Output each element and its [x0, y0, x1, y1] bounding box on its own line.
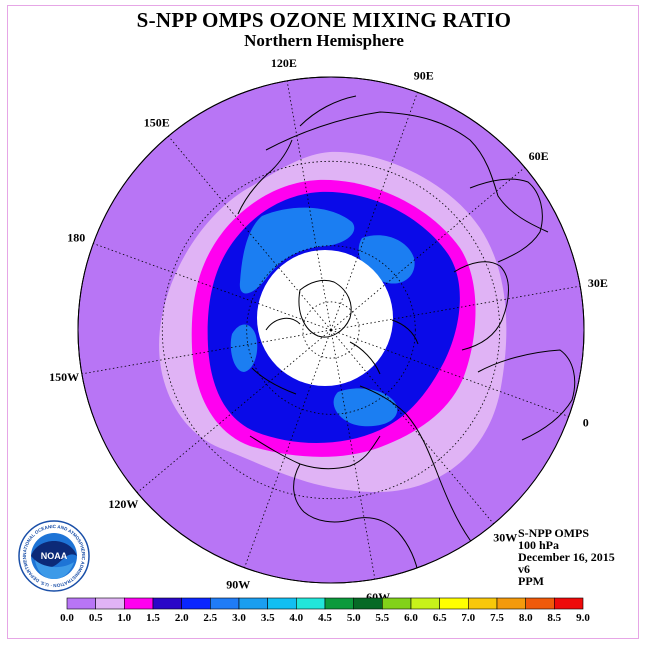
info-version: v6 — [518, 562, 530, 576]
info-pressure-level: 100 hPa — [518, 538, 560, 552]
legend-tick-label: 7.0 — [461, 612, 475, 624]
legend-tick-label: 4.5 — [318, 612, 332, 624]
latitude-circle — [246, 245, 416, 415]
noaa-logo-text: NOAA — [41, 551, 68, 561]
legend-swatch — [295, 597, 326, 610]
legend-swatch — [553, 597, 584, 610]
graticule — [81, 80, 581, 580]
legend-tick-label: 0.5 — [89, 612, 103, 624]
legend-tick-label: 7.5 — [490, 612, 504, 624]
legend-tick-label: 5.5 — [375, 612, 389, 624]
legend-swatch — [496, 597, 527, 610]
legend-tick-label: 3.0 — [232, 612, 246, 624]
legend-swatch — [238, 597, 269, 610]
legend-swatch — [181, 597, 211, 610]
longitude-label: 30W — [493, 531, 517, 545]
longitude-label: 180 — [67, 230, 85, 244]
legend-swatch — [324, 597, 355, 610]
legend-tick-label: 0.0 — [60, 612, 74, 624]
noaa-logo: NATIONAL OCEANIC AND ATMOSPHERIC ADMINIS… — [18, 520, 90, 592]
ozone-band-2.0-2.5 — [239, 207, 355, 294]
info-date: December 16, 2015 — [518, 550, 615, 564]
legend-swatch — [152, 597, 183, 610]
legend-tick-label: 4.0 — [289, 612, 303, 624]
legend-tick-labels: 0.0 0.5 1.0 1.5 2.0 2.5 3.0 3.5 4.0 4.5 5.0 5.5 6.0 6… — [60, 612, 590, 624]
longitude-label: 120E — [271, 56, 297, 70]
longitude-label: 0 — [583, 416, 589, 430]
legend-swatch — [439, 597, 469, 610]
legend-tick-label: 6.0 — [404, 612, 418, 624]
legend-swatch — [66, 597, 97, 610]
longitude-label: 150E — [144, 115, 170, 129]
map-subtitle: Northern Hemisphere — [244, 31, 404, 50]
polar-night-gap — [257, 250, 393, 386]
legend-tick-label: 5.0 — [347, 612, 361, 624]
hemisphere-outline — [77, 76, 585, 584]
longitude-label: 90W — [226, 578, 250, 592]
legend-swatch — [410, 597, 441, 610]
longitude-label: 90E — [414, 68, 434, 82]
longitude-label: 150W — [49, 370, 79, 384]
legend-tick-label: 1.5 — [146, 612, 160, 624]
latitude-circle — [161, 160, 501, 500]
latitude-circle — [302, 301, 360, 359]
legend-tick-label: 9.0 — [576, 612, 590, 624]
legend-swatch — [210, 597, 240, 610]
legend-swatch — [381, 597, 412, 610]
info-units: PPM — [518, 574, 544, 588]
page-frame — [7, 5, 639, 639]
legend-tick-label: 8.0 — [519, 612, 533, 624]
legend-swatch — [353, 597, 383, 610]
longitude-label: 30E — [588, 276, 608, 290]
legend-swatches — [66, 597, 584, 610]
legend-tick-label: 2.5 — [203, 612, 217, 624]
legend-swatch — [267, 597, 297, 610]
legend-tick-label: 6.5 — [433, 612, 447, 624]
longitude-label: 60E — [529, 149, 549, 163]
map-title: S-NPP OMPS OZONE MIXING RATIO — [136, 8, 512, 32]
ozone-field — [81, 80, 581, 583]
legend-tick-label: 1.0 — [117, 612, 131, 624]
legend-tick-label: 3.5 — [261, 612, 275, 624]
info-instrument: S-NPP OMPS — [518, 526, 589, 540]
legend-swatch — [525, 597, 555, 610]
longitude-label: 120W — [108, 497, 138, 511]
legend-tick-label: 2.0 — [175, 612, 189, 624]
legend-swatch — [124, 597, 154, 610]
legend-swatch — [95, 597, 125, 610]
ozone-band-2.0-2.5 — [230, 324, 258, 372]
legend-tick-label: 8.5 — [547, 612, 561, 624]
legend-swatch — [467, 597, 498, 610]
